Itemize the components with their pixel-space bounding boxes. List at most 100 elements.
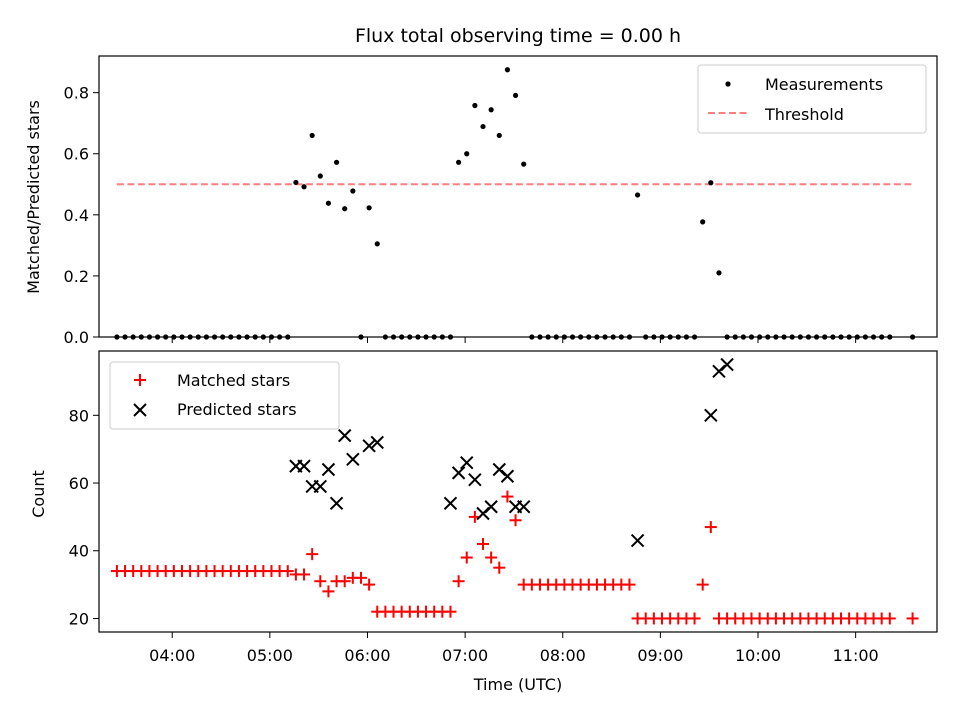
- count-x-tick-label: 07:00: [442, 646, 488, 665]
- predicted-star-point: [313, 479, 328, 494]
- predicted-star-point: [337, 428, 352, 443]
- count-y-tick: 80: [69, 406, 99, 425]
- count-plot-frame: [98, 350, 938, 633]
- threshold-legend-label: Threshold: [764, 105, 844, 124]
- measurement-point: [716, 270, 722, 276]
- ratio-y-tick-label: 0.8: [64, 84, 89, 103]
- count-legend-box: [109, 361, 340, 430]
- matched-star-point: [906, 612, 919, 625]
- matched-star-point: [460, 551, 473, 564]
- predicted-star-point: [468, 472, 482, 487]
- ratio-y-tick-label: 0.6: [64, 145, 89, 164]
- measurement-point: [325, 200, 332, 206]
- measurement-point: [301, 184, 307, 190]
- predicted-star-point: [370, 435, 384, 450]
- matched-star-point: [452, 575, 465, 588]
- matched-star-point: [314, 575, 327, 588]
- count-y-tick: 60: [69, 474, 99, 493]
- predicted-star-point: [720, 357, 734, 372]
- matched-star-point: [444, 605, 457, 618]
- predicted-star-point: [484, 500, 498, 514]
- matched-legend-marker: [134, 374, 146, 386]
- measurement-point: [521, 161, 527, 167]
- ratio-marks: [114, 67, 916, 340]
- measurement-point: [496, 132, 502, 139]
- count-x-tick: 04:00: [149, 632, 195, 665]
- measurement-point: [374, 241, 380, 247]
- count-x-tick-label: 05:00: [247, 646, 293, 665]
- predicted-star-point: [630, 533, 645, 548]
- measurement-point: [464, 151, 470, 157]
- count-x-tick-label: 04:00: [149, 646, 195, 665]
- ratio-x-ticks: [171, 337, 857, 343]
- predicted-star-point: [460, 456, 474, 470]
- ratio-legend: Measurements Threshold: [697, 64, 927, 134]
- matched-legend-label: Matched stars: [177, 371, 290, 390]
- count-legend: Matched stars Predicted stars: [109, 361, 340, 430]
- measurement-point: [472, 102, 478, 109]
- matched-star-point: [363, 578, 376, 591]
- measurement-point: [309, 132, 315, 139]
- measurement-point: [634, 192, 641, 198]
- measurement-point: [333, 159, 340, 165]
- ratio-y-tick: 0.8: [64, 84, 99, 103]
- count-x-tick-label: 10:00: [735, 646, 781, 665]
- ratio-y-ticks: 0.0 0.2 0.4 0.6 0.8: [64, 84, 99, 347]
- ratio-y-tick-label: 0.0: [64, 328, 89, 347]
- count-x-tick-label: 08:00: [540, 646, 586, 665]
- predicted-star-point: [500, 469, 515, 483]
- count-x-tick: 06:00: [344, 632, 391, 665]
- measurements-legend-label: Measurements: [765, 75, 883, 94]
- measurement-point: [342, 206, 348, 212]
- matched-star-point: [338, 575, 351, 588]
- count-y-tick-label: 80: [69, 406, 89, 425]
- measurement-point: [480, 123, 486, 130]
- matched-star-point: [322, 585, 335, 598]
- count-marks: [110, 357, 919, 625]
- ratio-plot-frame: [98, 55, 938, 338]
- predicted-legend-label: Predicted stars: [177, 400, 297, 419]
- matched-star-point: [306, 548, 319, 561]
- predicted-star-point: [297, 459, 311, 473]
- ratio-y-tick: 0.0: [64, 328, 99, 347]
- measurement-point: [512, 92, 519, 99]
- matched-star-point: [688, 612, 701, 625]
- ratio-y-tick: 0.6: [64, 145, 99, 164]
- predicted-star-point: [451, 466, 466, 480]
- count-x-tick: 10:00: [735, 632, 781, 665]
- matched-star-point: [354, 571, 367, 584]
- ratio-y-tick-label: 0.4: [64, 206, 89, 225]
- count-y-tick-label: 20: [69, 609, 89, 628]
- matched-star-point: [704, 521, 717, 534]
- predicted-star-point: [516, 500, 531, 514]
- measurement-point: [488, 107, 494, 113]
- count-plot: 20 40 60 80 04:00 05:00 06:00 07:00 08:00 09:00 1…: [29, 350, 938, 694]
- ratio-y-tick-label: 0.2: [64, 267, 89, 286]
- matched-star-point: [623, 578, 636, 591]
- predicted-legend-marker: [133, 403, 147, 417]
- measurement-point: [700, 219, 706, 225]
- matched-star-point: [493, 561, 506, 574]
- predicted-star-point: [346, 452, 360, 467]
- matched-star-point: [883, 612, 896, 625]
- measurement-point: [366, 205, 372, 211]
- predicted-star-point: [704, 408, 718, 423]
- measurement-point: [504, 67, 511, 73]
- measurement-point: [317, 173, 323, 179]
- matched-star-point: [501, 490, 514, 503]
- count-x-tick-label: 11:00: [833, 646, 879, 665]
- measurement-point: [456, 159, 462, 165]
- matched-star-point: [696, 578, 709, 591]
- count-y-tick: 40: [69, 542, 99, 561]
- ratio-y-tick: 0.4: [64, 206, 99, 225]
- matched-star-point: [298, 568, 311, 581]
- ratio-legend-box: [697, 64, 927, 134]
- count-x-tick: 07:00: [442, 632, 488, 665]
- count-y-ticks: 20 40 60 80: [69, 406, 99, 628]
- predicted-star-point: [329, 496, 344, 511]
- count-x-tick: 05:00: [247, 632, 293, 665]
- count-y-tick-label: 40: [69, 542, 89, 561]
- count-y-tick-label: 60: [69, 474, 89, 493]
- measurement-point: [350, 188, 356, 194]
- chart-title: Flux total observing time = 0.00 h: [355, 25, 681, 47]
